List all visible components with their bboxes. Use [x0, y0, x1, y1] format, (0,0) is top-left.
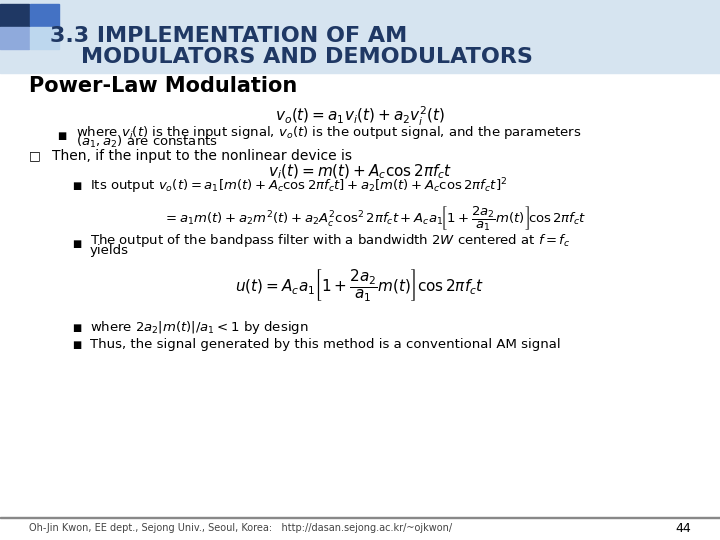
Text: $v_i(t) = m(t) + A_c \cos 2\pi f_c t$: $v_i(t) = m(t) + A_c \cos 2\pi f_c t$ [268, 163, 452, 181]
Text: $(a_1, a_2)$ are constants: $(a_1, a_2)$ are constants [76, 134, 217, 150]
Text: MODULATORS AND DEMODULATORS: MODULATORS AND DEMODULATORS [50, 46, 534, 67]
Text: $= a_1 m(t) + a_2 m^2(t) + a_2 A_c^2 \cos^2 2\pi f_c t + A_c a_1\!\left[1 + \dfr: $= a_1 m(t) + a_2 m^2(t) + a_2 A_c^2 \co… [163, 205, 586, 233]
Text: □: □ [29, 149, 40, 162]
Text: ■: ■ [72, 239, 81, 249]
Text: Oh-Jin Kwon, EE dept., Sejong Univ., Seoul, Korea:   http://dasan.sejong.ac.kr/~: Oh-Jin Kwon, EE dept., Sejong Univ., Seo… [29, 523, 452, 533]
Text: 44: 44 [675, 522, 691, 535]
Text: Then, if the input to the nonlinear device is: Then, if the input to the nonlinear devi… [52, 148, 352, 163]
Text: ■: ■ [72, 181, 81, 191]
Text: $u(t) = A_c a_1 \left[1 + \dfrac{2a_2}{a_1} m(t)\right] \cos 2\pi f_c t$: $u(t) = A_c a_1 \left[1 + \dfrac{2a_2}{a… [235, 267, 485, 303]
Text: ■: ■ [72, 340, 81, 349]
Text: ■: ■ [72, 323, 81, 333]
Text: where $v_i(t)$ is the input signal, $v_o(t)$ is the output signal, and the param: where $v_i(t)$ is the input signal, $v_o… [76, 124, 581, 141]
Text: 3.3 IMPLEMENTATION OF AM: 3.3 IMPLEMENTATION OF AM [50, 26, 408, 46]
Text: where $2a_2|m(t)|/a_1 < 1$ by design: where $2a_2|m(t)|/a_1 < 1$ by design [90, 319, 308, 336]
Text: Thus, the signal generated by this method is a conventional AM signal: Thus, the signal generated by this metho… [90, 338, 561, 351]
Text: Its output $v_o(t) = a_1[m(t) + A_c \cos 2\pi f_c t] + a_2[m(t) + A_c \cos 2\pi : Its output $v_o(t) = a_1[m(t) + A_c \cos… [90, 177, 508, 196]
Text: $v_o(t) = a_1 v_i(t) + a_2 v_i^2(t)$: $v_o(t) = a_1 v_i(t) + a_2 v_i^2(t)$ [275, 105, 445, 127]
Text: The output of the bandpass filter with a bandwidth $2W$ centered at $f = f_c$: The output of the bandpass filter with a… [90, 232, 570, 249]
Text: yields: yields [90, 244, 129, 256]
Text: Power-Law Modulation: Power-Law Modulation [29, 76, 297, 97]
Text: ■: ■ [58, 131, 67, 141]
